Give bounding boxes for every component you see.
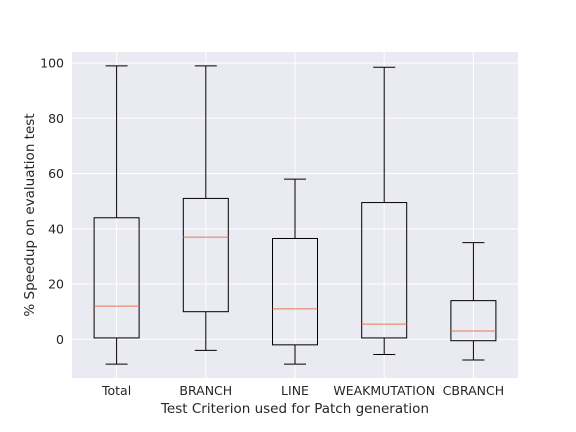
y-tick-label: 20 [48, 277, 64, 292]
y-tick-label: 100 [40, 56, 64, 71]
y-tick-label: 60 [48, 166, 64, 181]
box-iqr [272, 237, 318, 346]
x-tick-label: CBRANCH [443, 383, 505, 398]
boxes [93, 65, 497, 365]
box-weakmutation [361, 66, 408, 356]
box-line [272, 178, 318, 365]
box-iqr [93, 217, 140, 339]
x-axis-label: Test Criterion used for Patch generation [160, 401, 429, 417]
x-tick-label: Total [101, 383, 131, 398]
box-cbranch [450, 242, 497, 361]
box-iqr [450, 300, 497, 342]
x-tick-label: BRANCH [179, 383, 232, 398]
x-tick-labels: Total BRANCH LINE WEAKMUTATION CBRANCH [101, 383, 504, 398]
y-axis-label: % Speedup on evaluation test [22, 113, 38, 316]
x-tick-label: LINE [281, 383, 309, 398]
box-iqr [361, 202, 408, 339]
x-tick-label: WEAKMUTATION [333, 383, 435, 398]
y-tick-label: 80 [48, 111, 64, 126]
y-tick-labels: 0 20 40 60 80 100 [40, 56, 64, 347]
y-tick-label: 0 [56, 332, 64, 347]
box-iqr [182, 197, 229, 313]
y-tick-label: 40 [48, 221, 64, 236]
box-total [93, 65, 140, 365]
box-branch [182, 65, 229, 351]
